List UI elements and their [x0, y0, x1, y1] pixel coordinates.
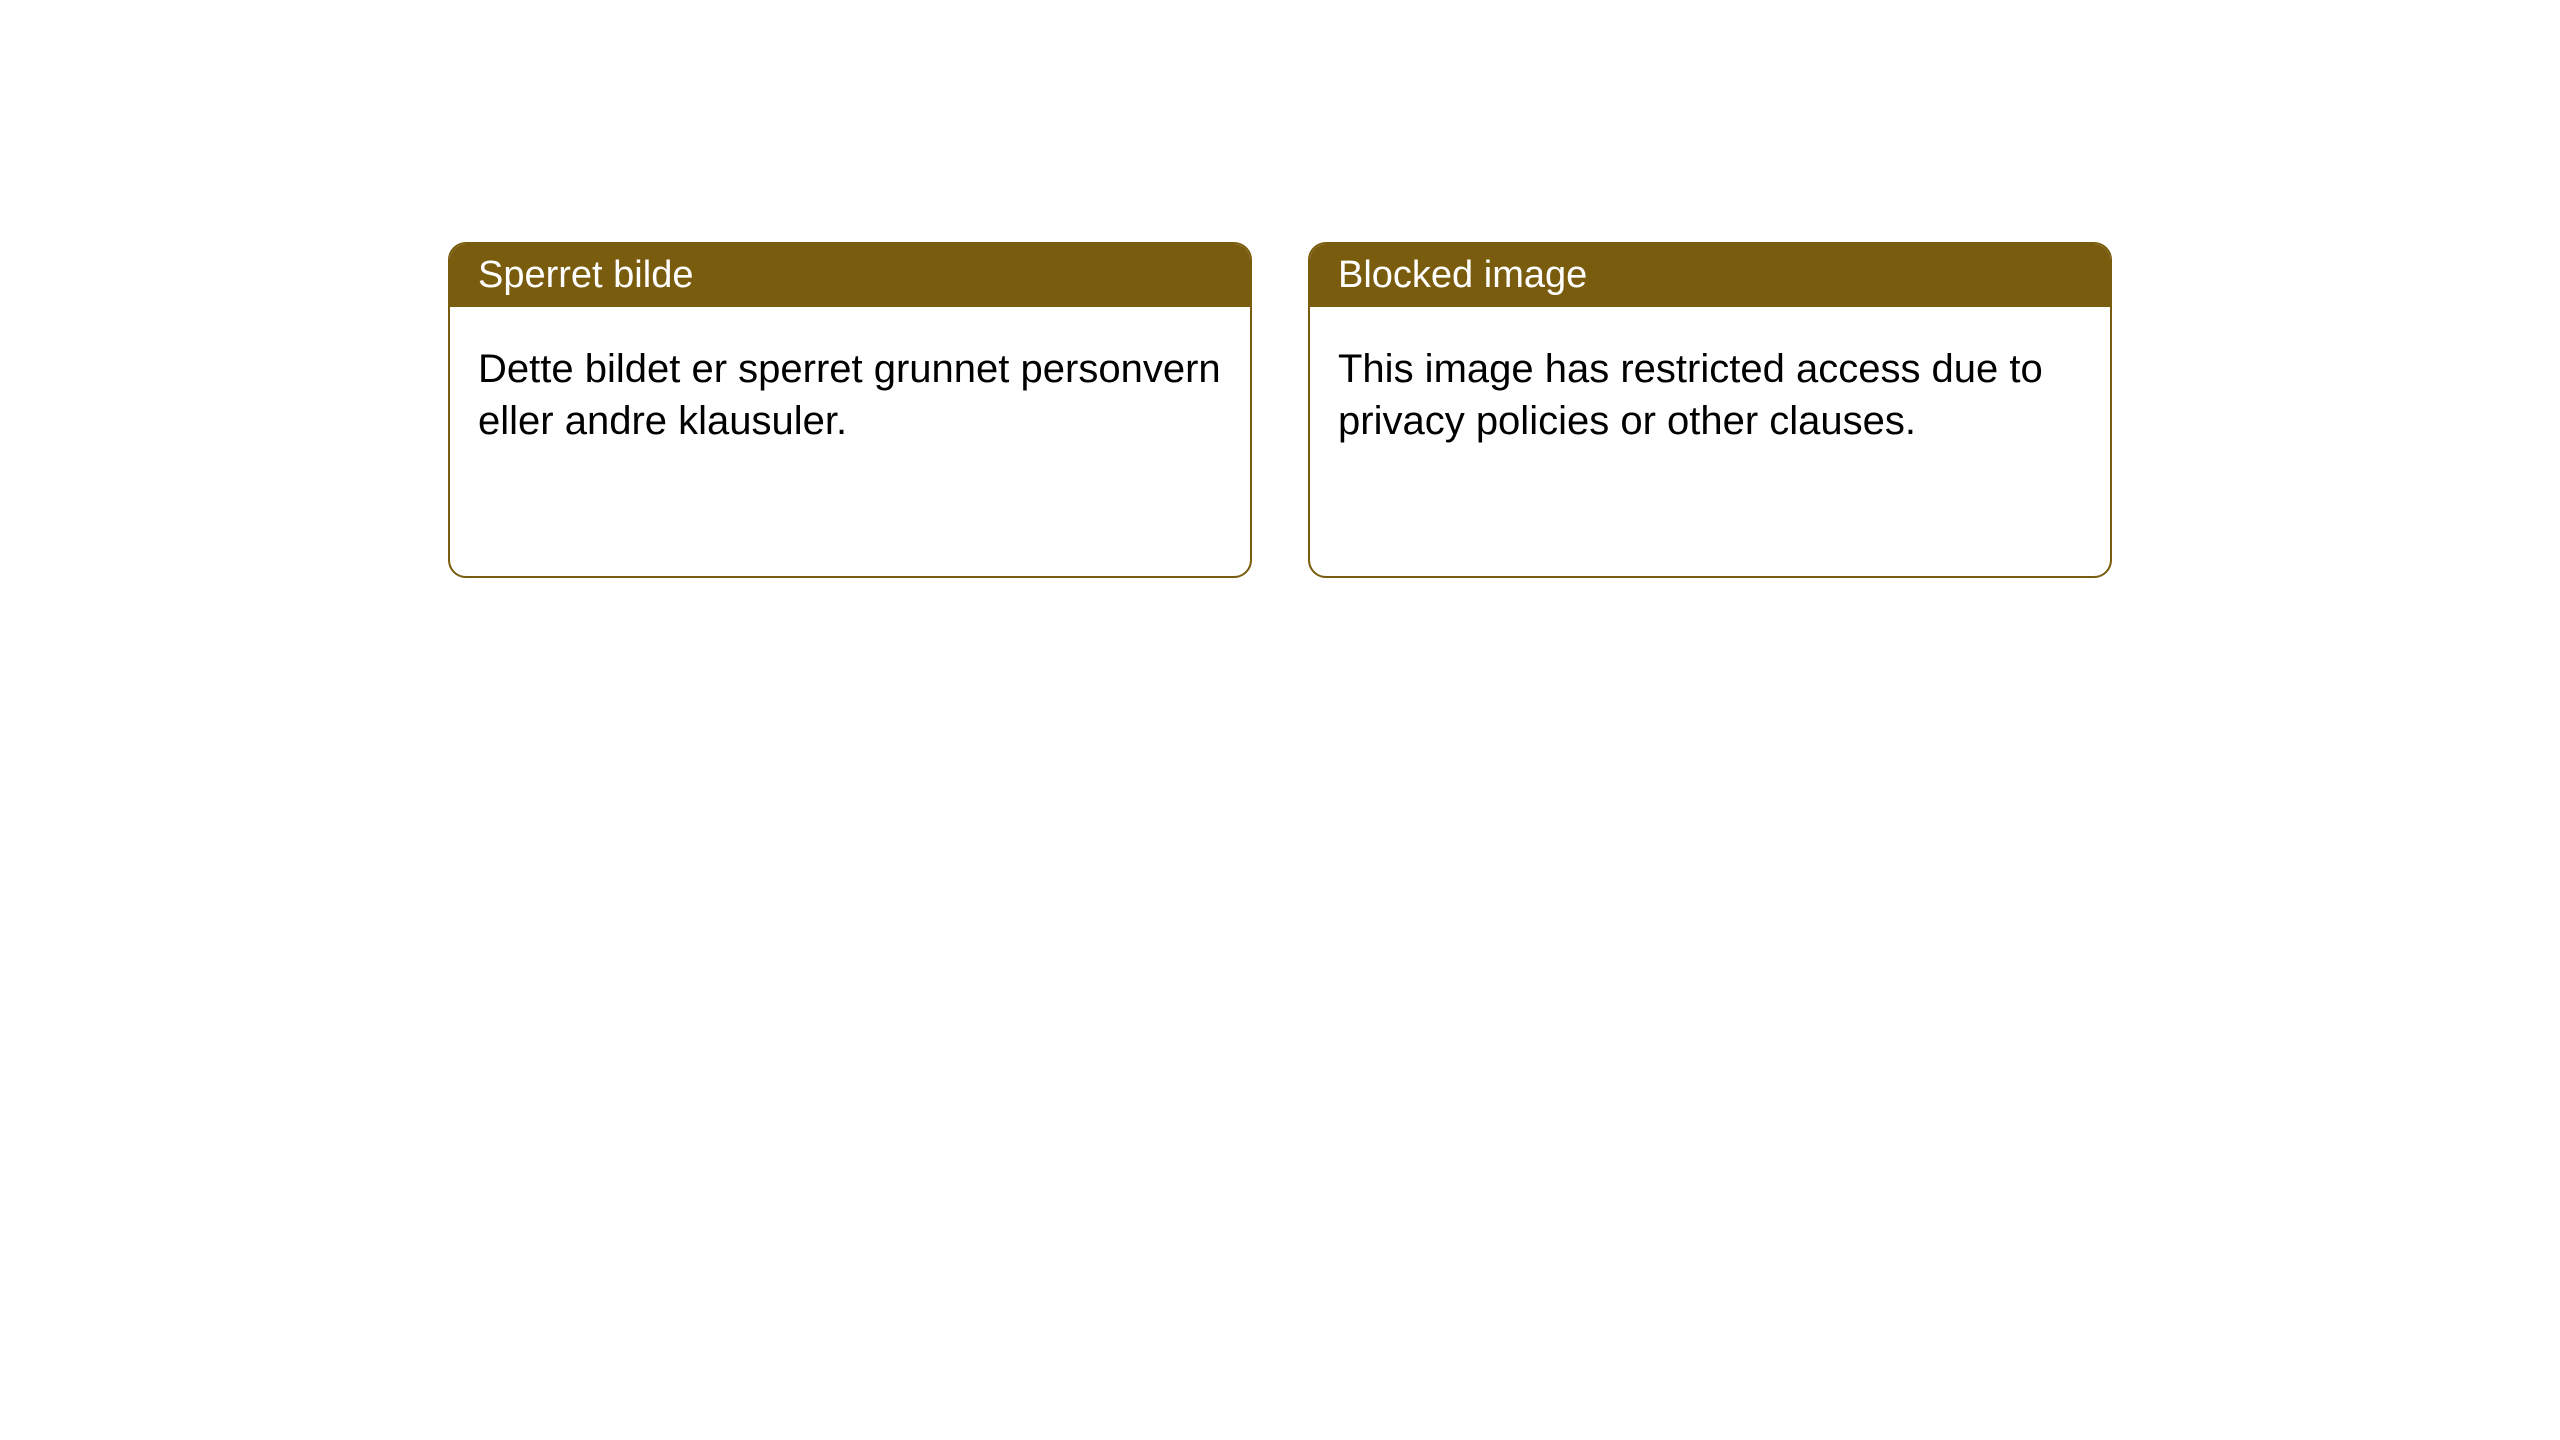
notice-container: Sperret bilde Dette bildet er sperret gr…: [0, 0, 2560, 578]
card-title: Sperret bilde: [478, 254, 693, 296]
card-message: This image has restricted access due to …: [1338, 347, 2043, 443]
card-message: Dette bildet er sperret grunnet personve…: [478, 347, 1221, 443]
card-header: Blocked image: [1310, 244, 2110, 307]
card-body: This image has restricted access due to …: [1310, 307, 2110, 483]
card-header: Sperret bilde: [450, 244, 1250, 307]
card-title: Blocked image: [1338, 254, 1587, 296]
card-body: Dette bildet er sperret grunnet personve…: [450, 307, 1250, 483]
notice-card-norwegian: Sperret bilde Dette bildet er sperret gr…: [448, 242, 1252, 578]
notice-card-english: Blocked image This image has restricted …: [1308, 242, 2112, 578]
